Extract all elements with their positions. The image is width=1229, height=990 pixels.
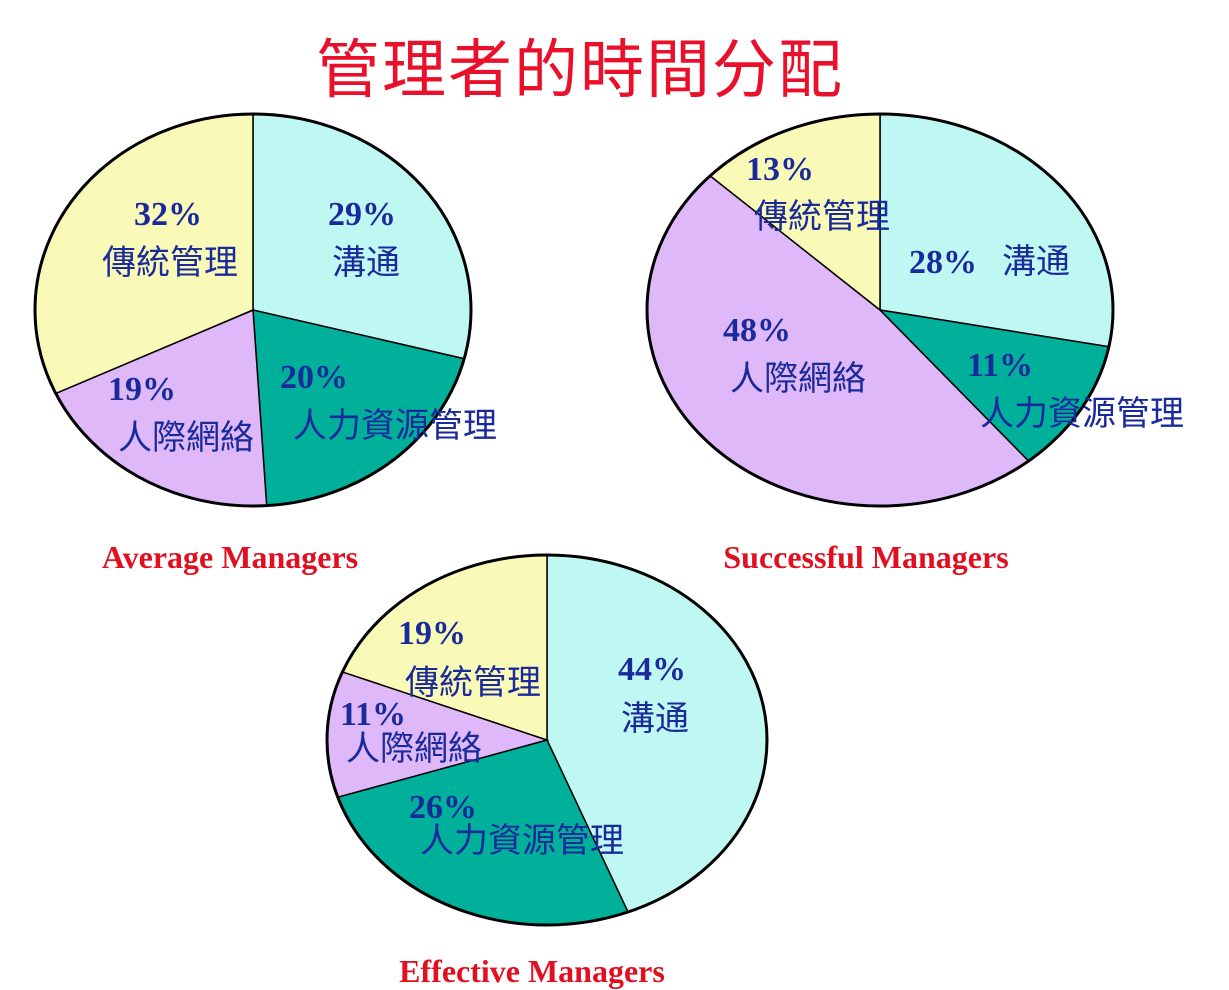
slice-percent-label: 13% xyxy=(746,151,814,188)
pie-chart-average-managers: 29% 溝通 20% 人力資源管理 19% 人際網絡 32% 傳統管理 Average Man… xyxy=(33,112,497,575)
pie-labels: 28% 溝通 11% 人力資源管理 48% 人際網絡 13% 傳統管理 xyxy=(723,151,1184,434)
slice-category-label: 傳統管理 xyxy=(102,243,238,283)
slice-percent-label: 48% xyxy=(723,312,791,349)
slice-category-label: 人力資源管理 xyxy=(293,406,497,446)
pie-slice xyxy=(879,113,1114,348)
chart-caption: Average Managers xyxy=(102,539,358,575)
slice-percent-label: 32% xyxy=(134,196,202,233)
slice-percent-label: 44% xyxy=(618,651,686,688)
pie-labels: 44% 溝通 26%人力資源管理 11%人際網絡 19% 傳統管理 xyxy=(340,615,689,861)
slice-category-label: 人力資源管理 xyxy=(980,394,1184,434)
slice-category-label: 溝通 xyxy=(332,243,400,283)
slice-category-label: 人際網絡 xyxy=(118,418,254,458)
pie-slices xyxy=(34,113,472,507)
pie-outline xyxy=(645,112,1115,508)
pie-chart-successful-managers: 28% 溝通 11% 人力資源管理 48% 人際網絡 13% 傳統管理 Successful … xyxy=(645,112,1184,575)
pie-labels: 29% 溝通 20% 人力資源管理 19% 人際網絡 32% 傳統管理 xyxy=(102,196,497,458)
slice-percent-label: 11% xyxy=(967,347,1033,384)
slice-percent-label: 29% xyxy=(328,196,396,233)
slice-percent-label: 19% xyxy=(108,371,176,408)
slice-category-label: 溝通 xyxy=(1002,242,1070,282)
slice-percent-label: 11% xyxy=(340,696,406,733)
pie-outline xyxy=(33,112,473,508)
slice-percent-label: 19% xyxy=(398,615,466,652)
slice-percent-label: 20% xyxy=(280,359,348,396)
slice-category-label: 溝通 xyxy=(621,699,689,739)
pie-slices xyxy=(646,113,1114,507)
slice-category-label: 人力資源管理 xyxy=(420,821,624,861)
slice-percent-label: 26% xyxy=(409,789,477,826)
slice-category-label: 人際網絡 xyxy=(730,359,866,399)
page-title: 管理者的時間分配 xyxy=(316,34,844,108)
pie-outline xyxy=(325,553,769,927)
slice-category-label: 傳統管理 xyxy=(754,197,890,237)
slice-percent-label: 28% xyxy=(909,244,977,281)
chart-caption: Effective Managers xyxy=(399,953,665,989)
pie-chart-effective-managers: 44% 溝通 26%人力資源管理 11%人際網絡 19% 傳統管理 Effective M… xyxy=(325,553,769,989)
slice-category-label: 傳統管理 xyxy=(405,663,541,703)
slice-category-label: 人際網絡 xyxy=(346,729,482,769)
chart-caption: Successful Managers xyxy=(723,539,1008,575)
pie-slices xyxy=(326,554,768,926)
